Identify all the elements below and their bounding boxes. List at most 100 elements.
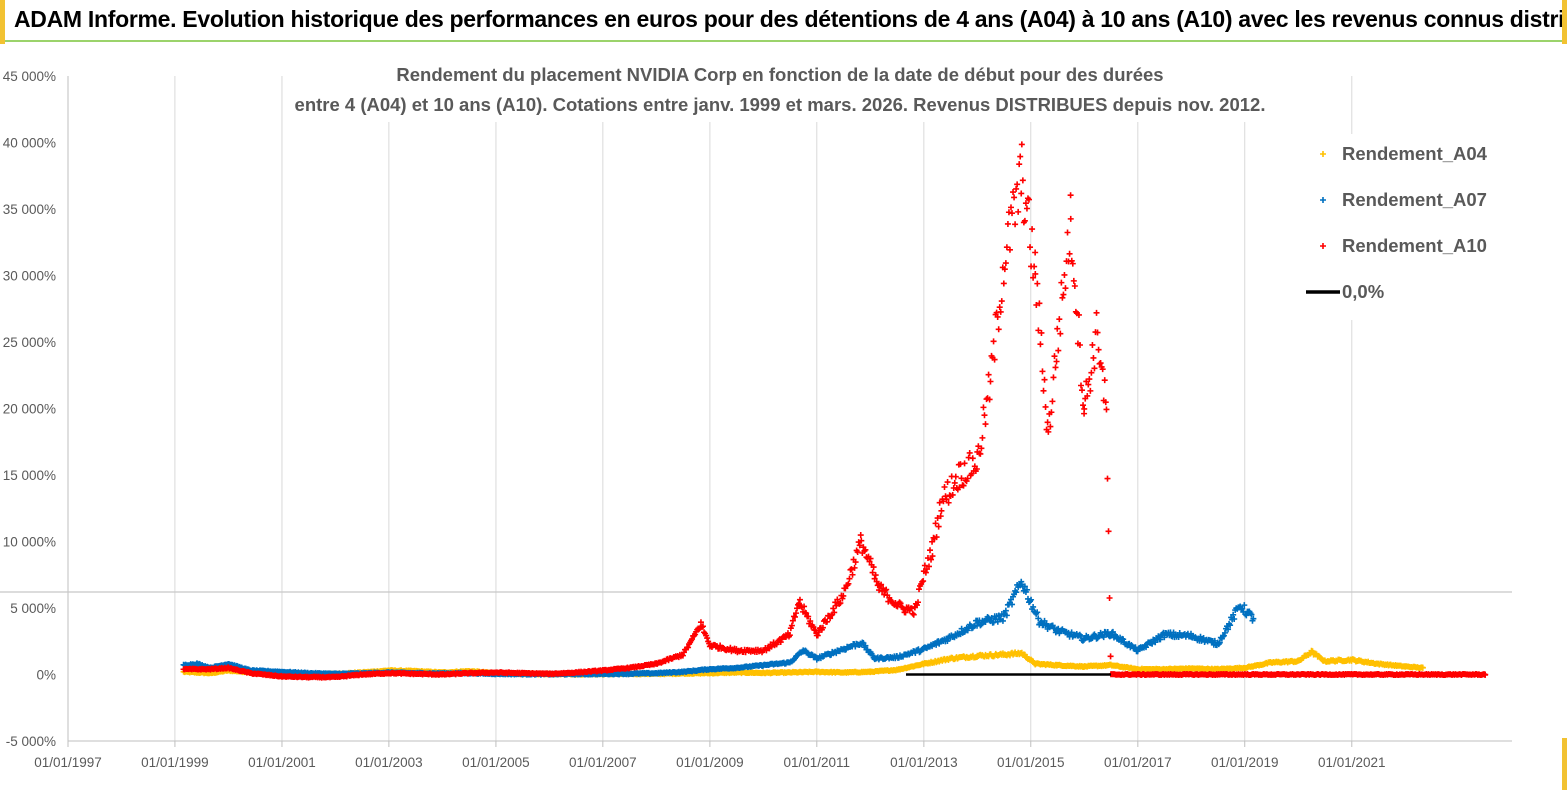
data-point — [788, 622, 795, 629]
page-banner: ADAM Informe. Evolution historique des p… — [0, 0, 1567, 42]
data-point — [985, 371, 992, 378]
data-point — [1049, 398, 1056, 405]
data-point — [1002, 607, 1009, 614]
data-point — [1032, 249, 1039, 256]
data-point — [819, 624, 826, 631]
data-point — [1225, 626, 1232, 633]
series-layer — [180, 141, 1489, 681]
data-point — [1032, 270, 1039, 277]
data-point — [1076, 342, 1083, 349]
data-point — [807, 618, 814, 625]
data-point — [814, 632, 821, 639]
data-point — [1011, 194, 1018, 201]
data-point — [1010, 189, 1017, 196]
x-tick-label: 01/01/2011 — [784, 755, 851, 770]
page-title: ADAM Informe. Evolution historique des p… — [14, 6, 1567, 32]
data-point — [1097, 360, 1104, 367]
x-tick-label: 01/01/1999 — [141, 755, 209, 770]
x-tick-label: 01/01/2019 — [1211, 755, 1279, 770]
y-tick-label: 45 000% — [3, 69, 56, 84]
data-point — [1036, 300, 1043, 307]
data-point — [1001, 266, 1008, 273]
data-point — [1241, 602, 1248, 609]
data-point — [1027, 244, 1034, 251]
data-point — [1067, 215, 1074, 222]
data-point — [1094, 329, 1101, 336]
data-point — [969, 455, 976, 462]
legend-label: Rendement_A07 — [1342, 189, 1487, 210]
data-point — [1089, 341, 1096, 348]
data-point — [1068, 629, 1075, 636]
data-point — [1021, 583, 1028, 590]
data-point — [1161, 634, 1168, 641]
data-point — [1090, 354, 1097, 361]
data-point — [777, 639, 784, 646]
data-point — [836, 600, 843, 607]
data-point — [986, 396, 993, 403]
legend-label: Rendement_A04 — [1342, 143, 1488, 164]
x-tick-label: 01/01/2005 — [462, 755, 530, 770]
data-point — [1055, 347, 1062, 354]
data-point — [1058, 279, 1065, 286]
data-point — [981, 412, 988, 419]
data-point — [1026, 196, 1033, 203]
y-tick-label: 20 000% — [3, 402, 56, 417]
data-point — [791, 613, 798, 620]
data-point — [927, 547, 934, 554]
x-axis-labels: 01/01/1997 01/01/1999 01/01/2001 01/01/2003… — [34, 755, 1385, 770]
data-point — [1037, 341, 1044, 348]
y-tick-label: 10 000% — [3, 535, 56, 550]
data-point — [812, 627, 819, 634]
data-point — [920, 578, 927, 585]
data-point — [1155, 633, 1162, 640]
x-tick-label: 01/01/2013 — [890, 755, 958, 770]
data-point — [1077, 633, 1084, 640]
data-point — [858, 537, 865, 544]
data-point — [1041, 376, 1048, 383]
data-point — [1095, 346, 1102, 353]
data-point — [944, 479, 951, 486]
data-point — [1005, 209, 1012, 216]
data-point — [1053, 358, 1060, 365]
data-point — [991, 356, 998, 363]
y-tick-label: 15 000% — [3, 468, 56, 483]
data-point — [827, 615, 834, 622]
data-point — [1250, 615, 1257, 622]
data-point — [700, 623, 707, 630]
data-point — [1033, 302, 1040, 309]
chart-corner-right — [1562, 738, 1567, 790]
data-point — [1016, 161, 1023, 168]
data-point — [1056, 316, 1063, 323]
data-point — [867, 555, 874, 562]
data-point — [1021, 217, 1028, 224]
data-point — [1083, 378, 1090, 385]
data-point — [896, 599, 903, 606]
data-point — [919, 578, 926, 585]
data-point — [1023, 586, 1030, 593]
data-point — [1069, 260, 1076, 267]
legend-marker — [1320, 197, 1326, 203]
data-point — [1030, 603, 1037, 610]
data-point — [1052, 364, 1059, 371]
data-point — [1227, 622, 1234, 629]
data-point — [794, 605, 801, 612]
data-point — [940, 498, 947, 505]
data-point — [883, 586, 890, 593]
data-point — [697, 619, 704, 626]
data-point — [1067, 192, 1074, 199]
data-point — [815, 629, 822, 636]
y-tick-label: 30 000% — [3, 269, 56, 284]
data-point — [824, 618, 831, 625]
data-point — [1009, 601, 1016, 608]
data-point — [945, 499, 952, 506]
data-point — [1023, 205, 1030, 212]
data-point — [982, 618, 989, 625]
data-point — [1220, 632, 1227, 639]
data-point — [1048, 409, 1055, 416]
data-point — [961, 460, 968, 467]
data-point — [1047, 423, 1054, 430]
data-point — [1100, 634, 1107, 641]
data-point — [928, 556, 935, 563]
data-point — [1035, 615, 1042, 622]
data-point — [1003, 244, 1010, 251]
